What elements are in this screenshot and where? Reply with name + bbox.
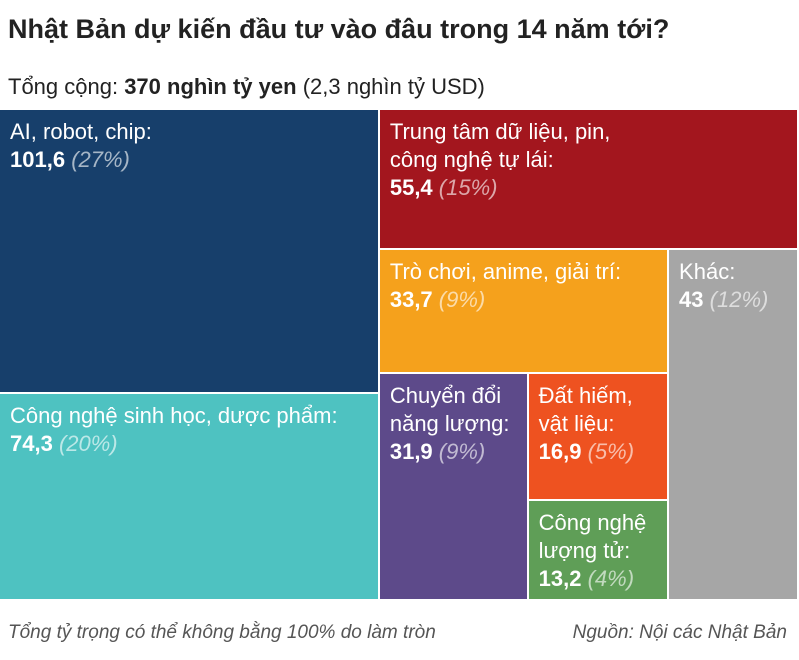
tile-percent: (15%) <box>438 175 498 200</box>
tile-label: Đất hiếm, vật liệu: <box>538 382 633 436</box>
tile-value-line: 74,3 (20%) <box>10 430 368 458</box>
subtitle-prefix: Tổng cộng: <box>8 74 125 99</box>
tile-percent: (4%) <box>587 566 635 592</box>
chart-subtitle: Tổng cộng: 370 nghìn tỷ yen (2,3 nghìn t… <box>8 74 485 100</box>
tile-value-line: 16,9 (5%) <box>539 438 657 466</box>
treemap-tile: Trò chơi, anime, giải trí: 33,7 (9%) <box>379 250 670 374</box>
tile-percent: (27%) <box>71 147 130 172</box>
tile-percent: (5%) <box>587 438 635 464</box>
tile-value: 16,9 <box>538 438 582 464</box>
treemap-tile: AI, robot, chip: 101,6 (27%) <box>0 110 380 394</box>
footer-note: Tổng tỷ trọng có thể không bằng 100% do … <box>8 622 436 643</box>
tile-value: 33,7 <box>389 287 433 313</box>
tile-value-line: 33,7 (9%) <box>390 286 657 314</box>
tile-label: Công nghệ sinh học, dược phẩm: <box>10 402 338 428</box>
tile-label: Trò chơi, anime, giải trí: <box>389 259 622 285</box>
treemap-tile: Công nghệ lượng tử: 13,2 (4%) <box>528 501 670 601</box>
tile-percent: (9%) <box>438 287 486 313</box>
tile-percent: (12%) <box>709 287 769 313</box>
subtitle-suffix: (2,3 nghìn tỷ USD) <box>296 74 485 99</box>
tile-label: Công nghệ lượng tử: <box>538 510 647 564</box>
treemap: AI, robot, chip: 101,6 (27%) Công nghệ sin… <box>0 110 799 601</box>
tile-percent: (9%) <box>438 438 486 464</box>
tile-value-line: 13,2 (4%) <box>539 565 657 593</box>
tile-value-line: 43 (12%) <box>679 286 787 314</box>
chart-title: Nhật Bản dự kiến đầu tư vào đâu trong 14… <box>8 14 670 44</box>
tile-label: Trung tâm dữ liệu, pin, công nghệ tự lái… <box>389 119 611 172</box>
footer-source: Nguồn: Nội các Nhật Bản <box>572 622 787 643</box>
tile-value-line: 31,9 (9%) <box>390 438 517 466</box>
tile-value-line: 101,6 (27%) <box>10 146 368 174</box>
tile-label: AI, robot, chip: <box>10 119 152 144</box>
treemap-tile: Chuyển đổi năng lượng: 31,9 (9%) <box>379 373 529 601</box>
tile-value: 31,9 <box>389 438 433 464</box>
tile-percent: (20%) <box>58 430 118 456</box>
treemap-tile: Công nghệ sinh học, dược phẩm: 74,3 (20%) <box>0 393 380 601</box>
tile-value: 55,4 <box>389 175 433 200</box>
subtitle-total: 370 nghìn tỷ yen <box>124 74 297 99</box>
tile-label: Khác: <box>679 259 736 285</box>
treemap-tile: Trung tâm dữ liệu, pin, công nghệ tự lái… <box>379 110 799 251</box>
tile-label: Chuyển đổi năng lượng: <box>389 382 510 436</box>
tile-value: 74,3 <box>10 430 53 456</box>
treemap-tile: Đất hiếm, vật liệu: 16,9 (5%) <box>528 373 670 502</box>
tile-value-line: 55,4 (15%) <box>390 174 787 202</box>
tile-value: 13,2 <box>538 566 582 592</box>
tile-value: 101,6 <box>10 147 66 172</box>
tile-value: 43 <box>679 287 704 313</box>
treemap-tile: Khác: 43 (12%) <box>669 250 799 601</box>
